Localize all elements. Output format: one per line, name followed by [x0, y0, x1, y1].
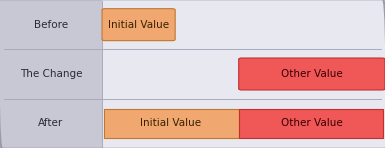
FancyBboxPatch shape — [239, 58, 385, 90]
Text: Initial Value: Initial Value — [108, 20, 169, 30]
Text: Other Value: Other Value — [281, 118, 343, 128]
Bar — [239, 108, 383, 138]
Text: The Change: The Change — [20, 69, 82, 79]
Bar — [0, 0, 102, 49]
Bar — [102, 99, 385, 148]
Bar — [102, 0, 385, 49]
Bar — [102, 49, 385, 99]
Bar — [0, 49, 102, 99]
FancyBboxPatch shape — [102, 9, 175, 41]
Text: Other Value: Other Value — [281, 69, 343, 79]
Text: Initial Value: Initial Value — [140, 118, 201, 128]
Text: Before: Before — [34, 20, 68, 30]
Bar — [0, 99, 102, 148]
Text: After: After — [38, 118, 64, 128]
Bar — [104, 108, 239, 138]
